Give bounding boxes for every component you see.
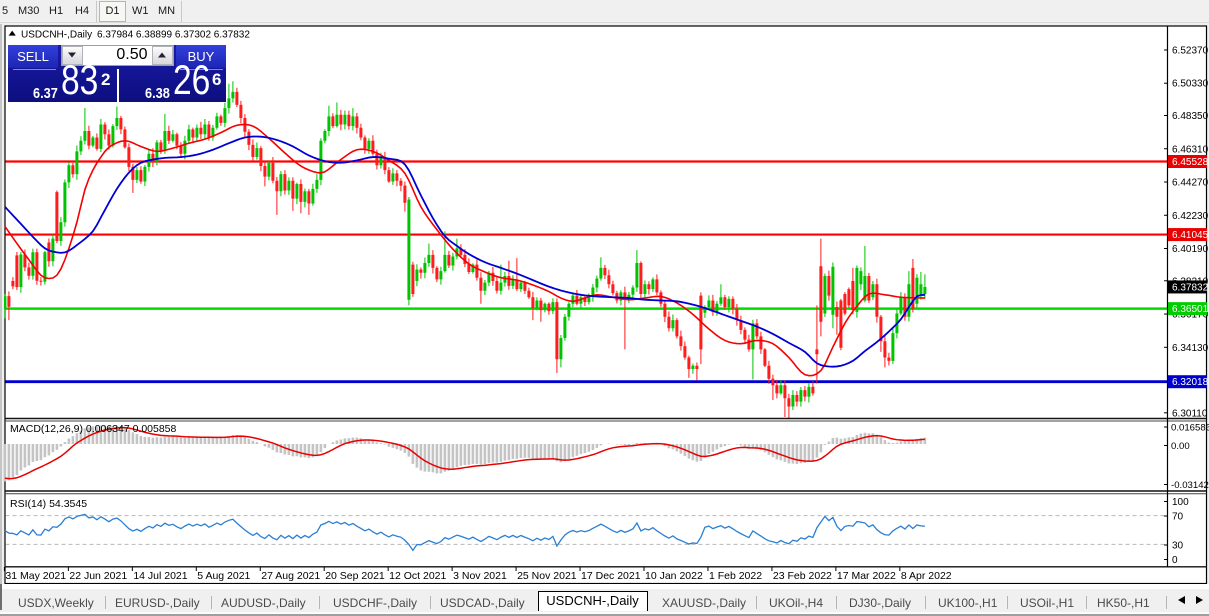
svg-text:23 Feb 2022: 23 Feb 2022 [773,570,832,582]
svg-text:6.41045: 6.41045 [1172,230,1209,241]
svg-text:5 Aug 2021: 5 Aug 2021 [197,570,250,582]
svg-text:6.34130: 6.34130 [1172,343,1209,354]
svg-text:31 May 2021: 31 May 2021 [5,570,66,582]
svg-text:25 Nov 2021: 25 Nov 2021 [517,570,577,582]
svg-text:3 Nov 2021: 3 Nov 2021 [453,570,507,582]
svg-text:70: 70 [1172,512,1184,523]
svg-text:17 Mar 2022: 17 Mar 2022 [837,570,896,582]
svg-text:14 Jul 2021: 14 Jul 2021 [133,570,187,582]
svg-text:17 Dec 2021: 17 Dec 2021 [581,570,641,582]
svg-text:6.37984 6.38899 6.37302 6.3783: 6.37984 6.38899 6.37302 6.37832 [97,30,250,41]
svg-text:6.44270: 6.44270 [1172,178,1209,189]
svg-text:100: 100 [1172,497,1189,508]
svg-text:12 Oct 2021: 12 Oct 2021 [389,570,446,582]
svg-text:6.52370: 6.52370 [1172,45,1209,56]
svg-text:6.46310: 6.46310 [1172,144,1209,155]
svg-text:20 Sep 2021: 20 Sep 2021 [325,570,385,582]
svg-text:27 Aug 2021: 27 Aug 2021 [261,570,320,582]
svg-text:6.50330: 6.50330 [1172,79,1209,90]
svg-text:USDCNH-,Daily: USDCNH-,Daily [21,30,92,41]
svg-text:MACD(12,26,9) 0.006347 0.00585: MACD(12,26,9) 0.006347 0.005858 [10,423,177,435]
svg-text:6.36501: 6.36501 [1172,304,1209,315]
svg-text:6.32018: 6.32018 [1172,377,1209,388]
svg-text:6.45528: 6.45528 [1172,157,1209,168]
svg-text:6.48350: 6.48350 [1172,111,1209,122]
svg-text:22 Jun 2021: 22 Jun 2021 [69,570,127,582]
svg-text:6.40190: 6.40190 [1172,244,1209,255]
svg-text:0.00: 0.00 [1171,441,1190,452]
svg-text:8 Apr 2022: 8 Apr 2022 [901,570,952,582]
svg-text:6.37832: 6.37832 [1172,282,1209,293]
svg-text:1 Feb 2022: 1 Feb 2022 [709,570,762,582]
svg-text:RSI(14) 54.3545: RSI(14) 54.3545 [10,498,87,510]
svg-text:6.30110: 6.30110 [1172,408,1208,419]
svg-text:6.42230: 6.42230 [1172,211,1209,222]
svg-text:30: 30 [1172,541,1184,552]
svg-text:10 Jan 2022: 10 Jan 2022 [645,570,703,582]
svg-text:0.016586: 0.016586 [1171,423,1209,434]
svg-text:0: 0 [1172,555,1178,566]
